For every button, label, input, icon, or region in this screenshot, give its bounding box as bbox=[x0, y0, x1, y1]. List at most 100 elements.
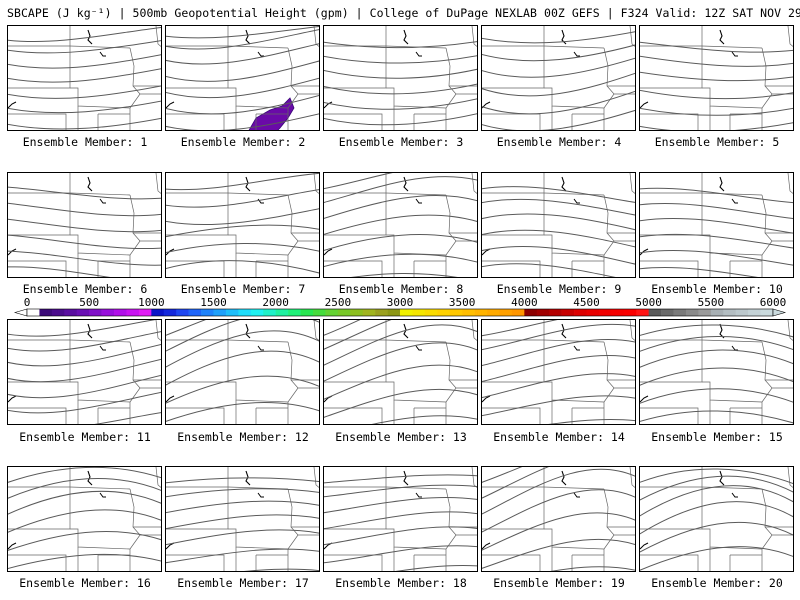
colorbar-swatch bbox=[673, 309, 687, 316]
map-canvas bbox=[166, 173, 319, 277]
lake-outline bbox=[415, 345, 422, 351]
state-border bbox=[8, 26, 71, 47]
colorbar-swatch bbox=[735, 309, 749, 316]
state-border bbox=[543, 45, 605, 49]
colorbar-tick-label: 3500 bbox=[449, 296, 476, 309]
height-contour bbox=[8, 266, 111, 277]
height-contour bbox=[395, 565, 477, 571]
height-contour bbox=[482, 186, 635, 203]
colorbar-tick-label: 5000 bbox=[635, 296, 662, 309]
coast-outline bbox=[640, 248, 649, 256]
state-border bbox=[228, 381, 289, 403]
lake-outline bbox=[403, 29, 409, 45]
state-border bbox=[166, 407, 225, 424]
state-border bbox=[324, 193, 387, 236]
height-contour bbox=[8, 553, 161, 570]
state-border bbox=[603, 387, 615, 403]
colorbar-swatch bbox=[598, 309, 612, 316]
colorbar-tick-label: 4500 bbox=[573, 296, 600, 309]
state-border bbox=[471, 467, 477, 488]
height-contour bbox=[324, 253, 477, 268]
height-contour bbox=[94, 412, 161, 424]
state-border bbox=[8, 193, 71, 236]
state-border bbox=[228, 528, 289, 550]
ensemble-member-map bbox=[165, 466, 320, 572]
colorbar-tick-label: 1500 bbox=[200, 296, 227, 309]
colorbar-tick-label: 1000 bbox=[138, 296, 165, 309]
state-border bbox=[166, 46, 229, 89]
colorbar-swatch bbox=[151, 309, 165, 316]
height-contour bbox=[482, 320, 558, 337]
colorbar-swatch bbox=[524, 309, 538, 316]
ensemble-member-map bbox=[481, 466, 636, 572]
height-contour bbox=[166, 94, 319, 115]
colorbar-tick-label: 0 bbox=[24, 296, 31, 309]
state-border bbox=[603, 47, 615, 95]
state-border bbox=[445, 47, 457, 95]
state-border bbox=[313, 173, 319, 194]
colorbar-swatch bbox=[275, 309, 289, 316]
colorbar-tick-label: 6000 bbox=[760, 296, 787, 309]
height-contour bbox=[371, 415, 477, 424]
colorbar-swatch bbox=[511, 309, 525, 316]
colorbar-swatch bbox=[238, 309, 252, 316]
height-contour bbox=[640, 89, 793, 100]
lake-outline bbox=[731, 345, 738, 351]
state-border bbox=[287, 240, 299, 256]
height-contour bbox=[640, 187, 793, 204]
map-canvas bbox=[166, 320, 319, 424]
colorbar-swatch bbox=[312, 309, 326, 316]
height-contour bbox=[640, 203, 793, 220]
state-border bbox=[761, 488, 773, 536]
coast-outline bbox=[166, 101, 175, 109]
state-border bbox=[787, 467, 793, 488]
colorbar-swatch bbox=[499, 309, 513, 316]
height-contour bbox=[482, 57, 635, 78]
colorbar-swatch bbox=[710, 309, 724, 316]
height-contour bbox=[640, 475, 793, 501]
height-contour bbox=[482, 263, 616, 277]
coast-outline bbox=[166, 248, 175, 256]
state-border bbox=[8, 113, 67, 130]
state-border bbox=[129, 387, 141, 403]
coast-outline bbox=[8, 101, 17, 109]
state-border bbox=[445, 194, 457, 242]
state-border bbox=[761, 47, 773, 95]
map-canvas bbox=[166, 467, 319, 571]
state-border bbox=[324, 320, 387, 341]
colorbar-swatch bbox=[636, 309, 649, 316]
height-contour bbox=[482, 109, 635, 130]
state-border bbox=[761, 240, 773, 256]
colorbar-swatch bbox=[437, 309, 451, 316]
colorbar-swatch bbox=[89, 309, 102, 316]
height-contour bbox=[324, 320, 361, 336]
height-contour bbox=[8, 490, 161, 515]
lake-outline bbox=[573, 51, 580, 57]
lake-outline bbox=[731, 492, 738, 498]
ensemble-member-map bbox=[7, 172, 162, 278]
lake-outline bbox=[99, 345, 106, 351]
colorbar-tick-label: 500 bbox=[79, 296, 99, 309]
member-label: Ensemble Member: 11 bbox=[19, 430, 151, 444]
lake-outline bbox=[415, 492, 422, 498]
state-border bbox=[640, 320, 703, 341]
colorbar-swatch bbox=[263, 309, 276, 316]
coast-outline bbox=[8, 542, 17, 550]
height-contour bbox=[640, 267, 758, 277]
height-contour bbox=[547, 418, 635, 424]
state-border bbox=[445, 93, 457, 109]
ensemble-member-map bbox=[481, 25, 636, 131]
member-label: Ensemble Member: 1 bbox=[22, 135, 148, 149]
colorbar-swatch bbox=[176, 309, 189, 316]
state-border bbox=[471, 173, 477, 194]
colorbar-swatch bbox=[213, 309, 227, 316]
height-contour bbox=[324, 342, 477, 382]
state-border bbox=[129, 341, 141, 389]
colorbar-swatch bbox=[225, 309, 239, 316]
coast-outline bbox=[482, 542, 491, 550]
state-border bbox=[482, 113, 541, 130]
state-border bbox=[543, 486, 605, 490]
height-contour bbox=[482, 395, 635, 417]
state-border bbox=[603, 240, 615, 256]
colorbar-swatch bbox=[536, 309, 550, 316]
